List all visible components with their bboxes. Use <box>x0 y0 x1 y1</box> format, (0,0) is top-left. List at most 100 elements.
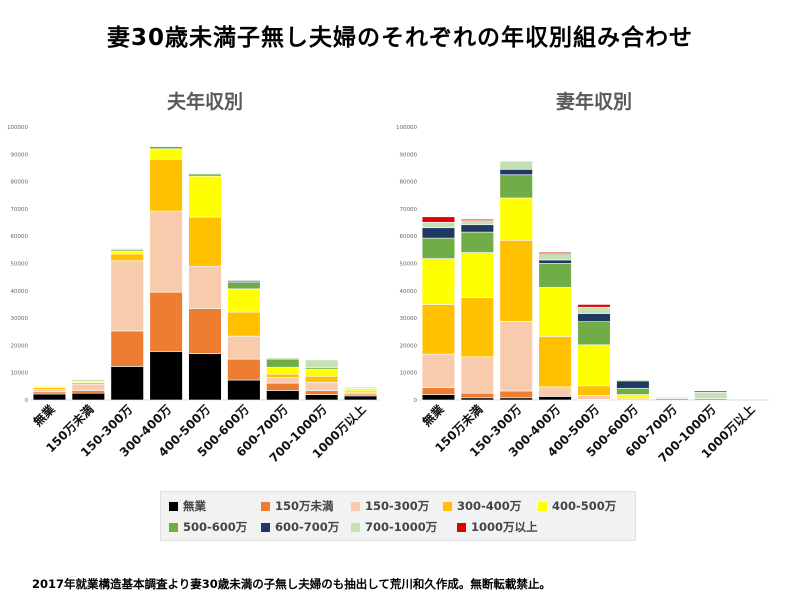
bar-segment <box>188 172 222 175</box>
legend-swatch <box>443 501 452 511</box>
chart-title: 妻年収別 <box>556 90 632 113</box>
bar-segment <box>305 381 339 391</box>
legend: 無業 150万未満 150-300万 300-400万 400-500万 500-600万… <box>160 491 636 541</box>
x-tick-label: 無業 <box>419 401 447 429</box>
bar-segment <box>460 356 494 394</box>
bar-segment <box>421 394 456 401</box>
bar-segment <box>421 237 456 259</box>
bar-segment <box>421 221 456 229</box>
legend-swatch <box>261 501 270 511</box>
bar-segment <box>110 248 144 251</box>
bar-segment <box>499 160 533 170</box>
bar-segment <box>32 385 67 387</box>
legend-swatch <box>351 501 360 511</box>
bar-segment <box>421 387 456 395</box>
legend-swatch <box>261 522 270 532</box>
legend-swatch <box>169 522 178 532</box>
y-tick-label: 80000 <box>11 180 29 186</box>
bar-segment <box>499 174 533 199</box>
bar-segment <box>538 259 572 264</box>
bar-segment <box>577 395 611 400</box>
x-tick-label: 無業 <box>30 401 58 429</box>
legend-swatch <box>457 522 466 532</box>
bar-segment <box>188 173 222 177</box>
wife-income-chart: 妻年収別 0 10000 20000 30000 40000 50000 60000 70000… <box>396 90 769 465</box>
legend-label: 400-500万 <box>552 499 617 513</box>
bar-segment <box>71 392 105 401</box>
bar-segment <box>655 396 689 399</box>
bar-segment <box>149 145 183 147</box>
y-tick-label: 40000 <box>11 289 29 295</box>
bar-segment <box>538 386 572 397</box>
legend-swatch <box>538 501 547 511</box>
bar-segment <box>266 358 300 368</box>
bar-segment <box>188 175 222 218</box>
bar-segment <box>110 330 144 367</box>
bar-segment <box>266 366 300 375</box>
bar-segment <box>538 396 572 401</box>
bar-segment <box>305 369 339 377</box>
bar-segment <box>305 394 339 401</box>
bar-segment <box>227 282 261 290</box>
y-tick-label: 60000 <box>400 234 418 240</box>
bar-segment <box>305 390 339 395</box>
bar-segment <box>460 297 494 358</box>
bar-segment <box>343 395 378 401</box>
footer-note: 2017年就業構造基本調査より妻30歳未満の子無し夫婦のも抽出して荒川和久作成。… <box>32 577 551 591</box>
legend-label: 500-600万 <box>183 520 248 534</box>
bar-segment <box>577 344 611 387</box>
bar-segment <box>499 239 533 322</box>
bar-segment <box>616 394 650 398</box>
bar-segment <box>110 260 144 332</box>
bar-segment <box>227 279 261 282</box>
bar-segment <box>694 392 728 399</box>
bar-segment <box>616 387 650 395</box>
bar-segment <box>71 379 105 382</box>
bar-segment <box>110 250 144 255</box>
bar-segment <box>32 389 67 393</box>
legend-label: 150万未満 <box>275 499 334 513</box>
bar-segment <box>577 385 611 396</box>
bar-segment <box>227 335 261 360</box>
bar-segment <box>499 197 533 241</box>
y-tick-label: 70000 <box>11 207 29 213</box>
bar-segment <box>421 353 456 389</box>
bar-segment <box>343 388 378 392</box>
y-tick-label: 50000 <box>11 262 29 268</box>
bar-segment <box>538 286 572 337</box>
bar-segment <box>227 379 261 401</box>
bar-segment <box>694 390 728 393</box>
legend-item: 150万未満 <box>261 498 334 514</box>
bar-segment <box>421 227 456 239</box>
y-tick-label: 50000 <box>400 262 418 268</box>
bar-segment <box>577 321 611 346</box>
y-tick-label: 20000 <box>11 343 29 349</box>
bar-segment <box>538 253 572 261</box>
legend-item: 300-400万 <box>443 498 521 514</box>
bar-segment <box>188 216 222 267</box>
y-tick-label: 90000 <box>400 152 418 158</box>
y-tick-label: 100000 <box>7 125 28 131</box>
bar-segment <box>188 353 222 401</box>
bar-segment <box>188 265 222 309</box>
bar-segment <box>266 382 300 391</box>
bar-segment <box>538 336 572 388</box>
bar-segment <box>460 224 494 233</box>
bar-segment <box>227 358 261 381</box>
legend-item: 400-500万 <box>538 498 616 514</box>
bar-segment <box>460 220 494 226</box>
legend-label: 1000万以上 <box>471 520 538 534</box>
legend-item: 700-1000万 <box>351 519 437 535</box>
bar-segment <box>499 397 533 401</box>
bar-segment <box>616 380 650 389</box>
page-title: 妻30歳未満子無し夫婦のそれぞれの年収別組み合わせ <box>106 25 693 51</box>
chart-title: 夫年収別 <box>167 90 243 113</box>
y-tick-label: 30000 <box>11 316 29 322</box>
legend-item: 500-600万 <box>169 519 247 535</box>
bar-segment <box>421 304 456 355</box>
bar-segment <box>460 397 494 401</box>
bar-segment <box>110 366 144 401</box>
legend-swatch <box>169 501 178 511</box>
y-tick-label: 0 <box>414 398 418 404</box>
legend-label: 150-300万 <box>365 499 430 513</box>
